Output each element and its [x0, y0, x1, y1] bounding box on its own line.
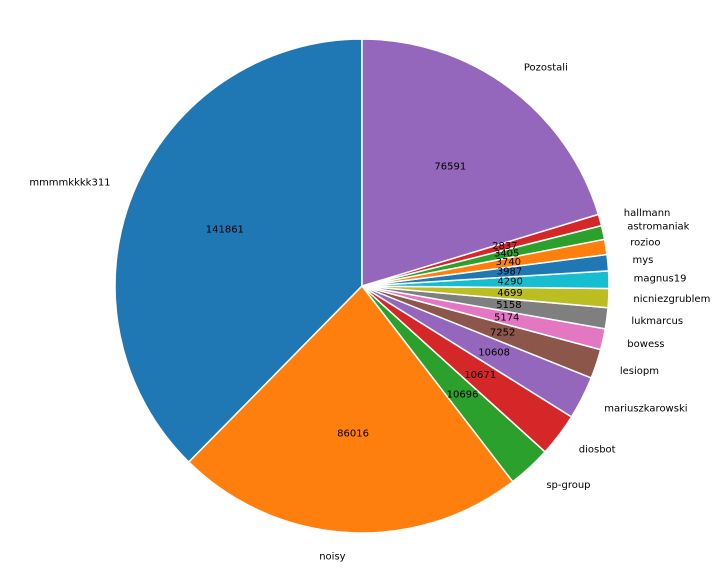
- value-label-astromaniak: 3405: [494, 248, 519, 259]
- slice-label-mariuszkarowski: mariuszkarowski: [604, 404, 687, 415]
- slice-label-rozioo: rozioo: [630, 237, 660, 248]
- slice-label-hallmann: hallmann: [624, 208, 671, 219]
- value-label-noisy: 86016: [337, 428, 369, 439]
- slice-label-sp-group: sp-group: [546, 480, 590, 491]
- slice-label-mmmmkkkk311: mmmmkkkk311: [29, 178, 110, 189]
- pie-labels: 141861 mmmmkkkk311 86016 noisy 10696 sp-group…: [29, 62, 710, 562]
- value-label-mmmmkkkk311: 141861: [206, 224, 244, 235]
- slice-label-pozostali: Pozostali: [524, 62, 568, 73]
- value-label-hallmann: 2837: [492, 241, 517, 252]
- value-label-mariuszkarowski: 10608: [478, 348, 510, 359]
- slice-label-nicniezgrublem: nicniezgrublem: [633, 294, 710, 305]
- slice-label-mys: mys: [632, 255, 653, 266]
- slice-label-diosbot: diosbot: [579, 444, 616, 455]
- value-label-diosbot: 10671: [464, 370, 496, 381]
- slice-label-bowess: bowess: [627, 339, 664, 350]
- value-label-bowess: 5174: [494, 312, 519, 323]
- value-label-mys: 3987: [497, 266, 522, 277]
- slice-label-astromaniak: astromaniak: [627, 222, 689, 233]
- value-label-magnus19: 4290: [497, 277, 522, 288]
- value-label-lukmarcus: 5158: [496, 300, 521, 311]
- value-label-rozioo: 3740: [496, 257, 521, 268]
- value-label-lesiopm: 7252: [490, 327, 515, 338]
- value-label-pozostali: 76591: [434, 161, 466, 172]
- value-label-sp-group: 10696: [447, 389, 479, 400]
- slice-label-noisy: noisy: [319, 552, 345, 563]
- slice-label-lesiopm: lesiopm: [620, 366, 659, 377]
- pie-slice-pozostali: [361, 38, 600, 287]
- pie-slice-noisy: [188, 285, 514, 534]
- value-label-nicniezgrublem: 4699: [497, 288, 522, 299]
- slice-label-magnus19: magnus19: [634, 274, 687, 285]
- pie-slice-mmmmkkkk311: [114, 38, 363, 463]
- slice-label-lukmarcus: lukmarcus: [631, 316, 683, 327]
- pie-slices: [114, 38, 610, 534]
